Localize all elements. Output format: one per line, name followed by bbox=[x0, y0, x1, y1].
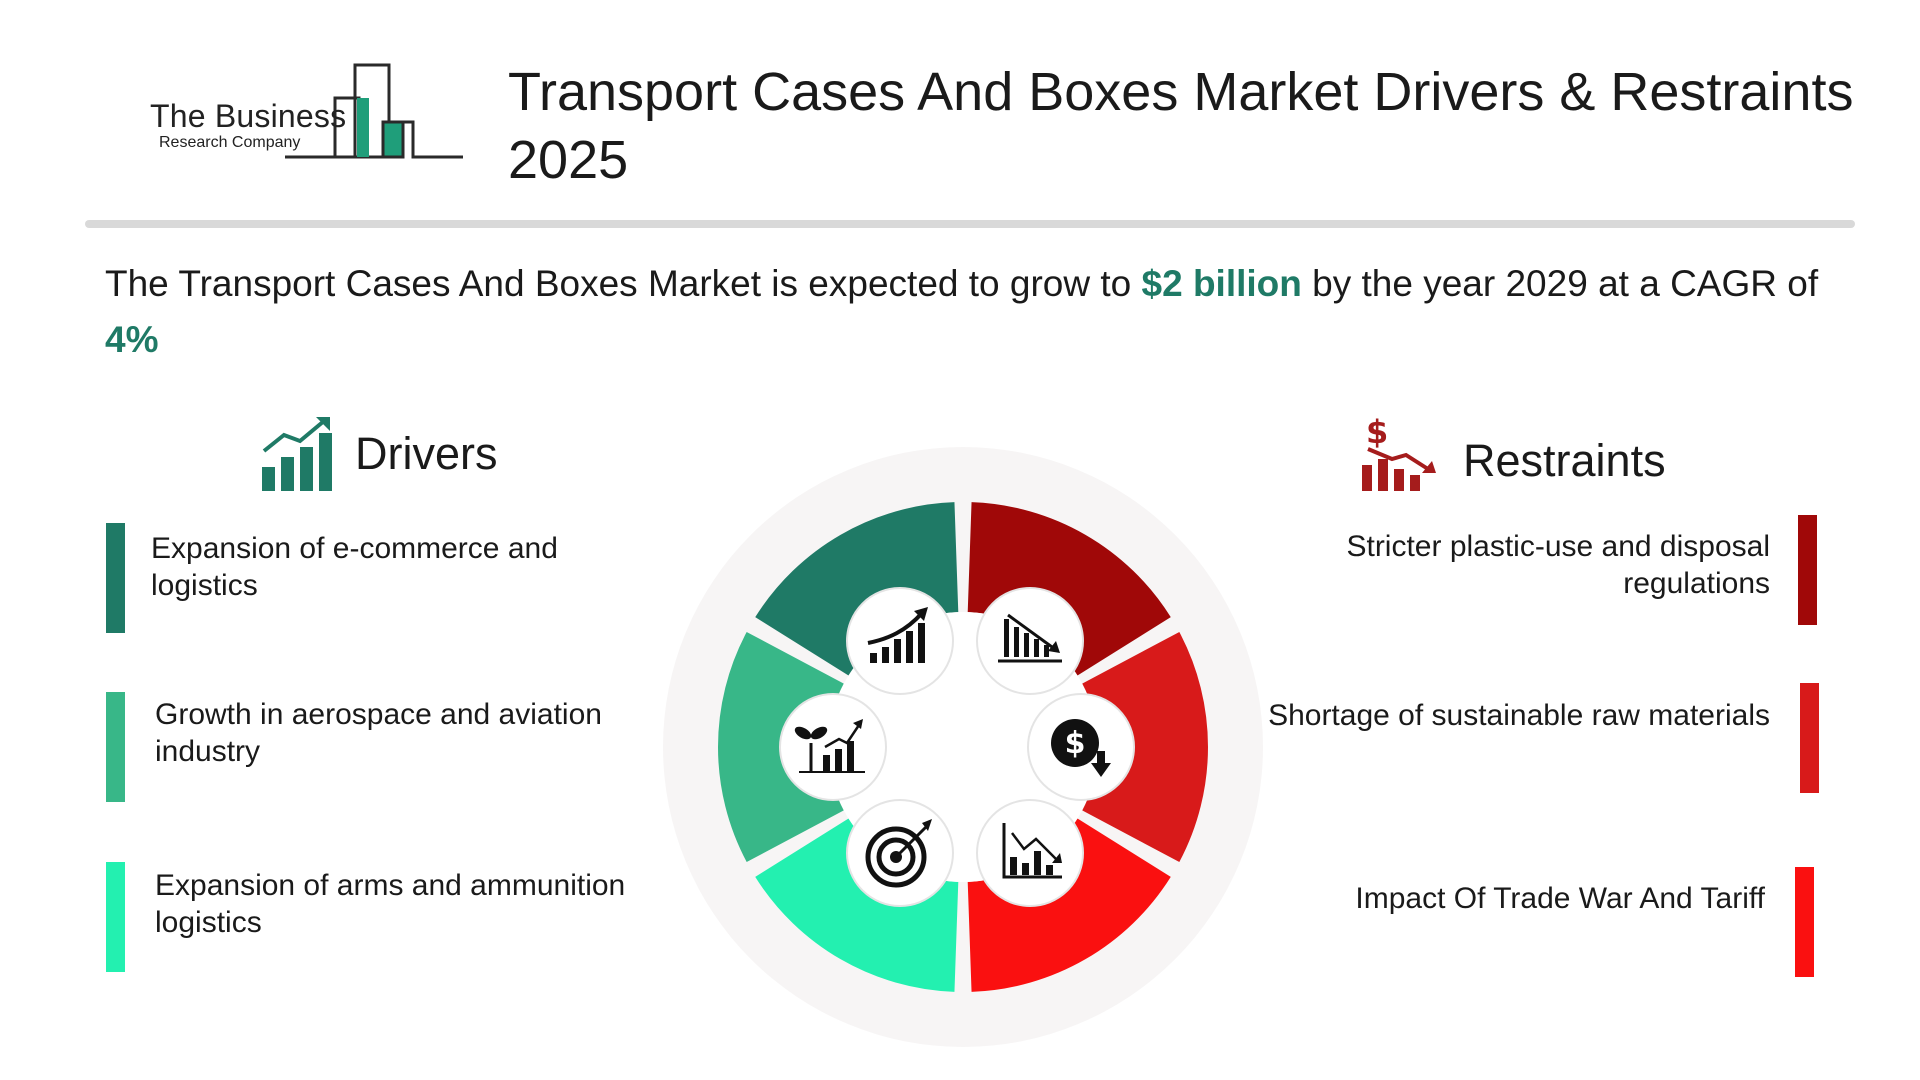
restraint-item-1: Stricter plastic-use and disposal regula… bbox=[1346, 530, 1770, 600]
driver-item-3: Expansion of arms and ammunition logisti… bbox=[155, 869, 626, 939]
rising-bar-chart-icon bbox=[846, 587, 954, 695]
restraint-item-2: Shortage of sustainable raw materials bbox=[1268, 699, 1770, 732]
restraint-segment-2 bbox=[1082, 631, 1208, 863]
drivers-title: Drivers bbox=[355, 428, 498, 479]
page-title: Transport Cases And Boxes Market Drivers… bbox=[508, 62, 1854, 190]
restraint-bar-3 bbox=[1795, 867, 1814, 977]
restraint-bar-1 bbox=[1798, 515, 1817, 625]
company-logo: The Business Research Company bbox=[145, 58, 475, 168]
logo-name: The Business bbox=[150, 98, 347, 134]
driver-bar-3 bbox=[106, 862, 125, 972]
restraint-bar-2 bbox=[1800, 683, 1819, 793]
restraint-segment-1 bbox=[967, 502, 1171, 676]
summary-prefix: The Transport Cases And Boxes Market is … bbox=[105, 263, 1142, 304]
summary-middle: by the year 2029 at a CAGR of bbox=[1301, 263, 1819, 304]
logo-subname: Research Company bbox=[159, 134, 301, 151]
svg-text:$: $ bbox=[1366, 415, 1388, 451]
market-summary: The Transport Cases And Boxes Market is … bbox=[105, 256, 1865, 368]
divider bbox=[85, 220, 1855, 228]
dollar-down-icon: $ bbox=[1027, 693, 1135, 801]
plant-growth-chart-icon bbox=[779, 693, 887, 801]
falling-bar-chart-icon bbox=[976, 587, 1084, 695]
target-icon bbox=[846, 799, 954, 907]
restraint-segment-3 bbox=[967, 818, 1171, 992]
driver-item-1: Expansion of e-commerce and logistics bbox=[151, 532, 558, 602]
cagr-value: 4% bbox=[105, 319, 159, 360]
svg-text:$: $ bbox=[1065, 726, 1086, 761]
restraints-title: Restraints bbox=[1463, 435, 1666, 486]
driver-segment-3 bbox=[755, 818, 959, 992]
driver-bar-1 bbox=[106, 523, 125, 633]
dollar-decline-chart-icon: $ bbox=[1362, 415, 1436, 491]
restraint-item-3: Impact Of Trade War And Tariff bbox=[1355, 882, 1765, 915]
growth-chart-icon bbox=[262, 417, 332, 491]
driver-segment-1 bbox=[755, 502, 959, 676]
declining-chart-icon bbox=[976, 799, 1084, 907]
market-value: $2 billion bbox=[1141, 263, 1302, 304]
logo-graphic bbox=[285, 63, 463, 159]
drivers-restraints-wheel: $ bbox=[663, 447, 1263, 1047]
driver-bar-2 bbox=[106, 692, 125, 802]
driver-item-2: Growth in aerospace and aviation industr… bbox=[155, 698, 602, 768]
